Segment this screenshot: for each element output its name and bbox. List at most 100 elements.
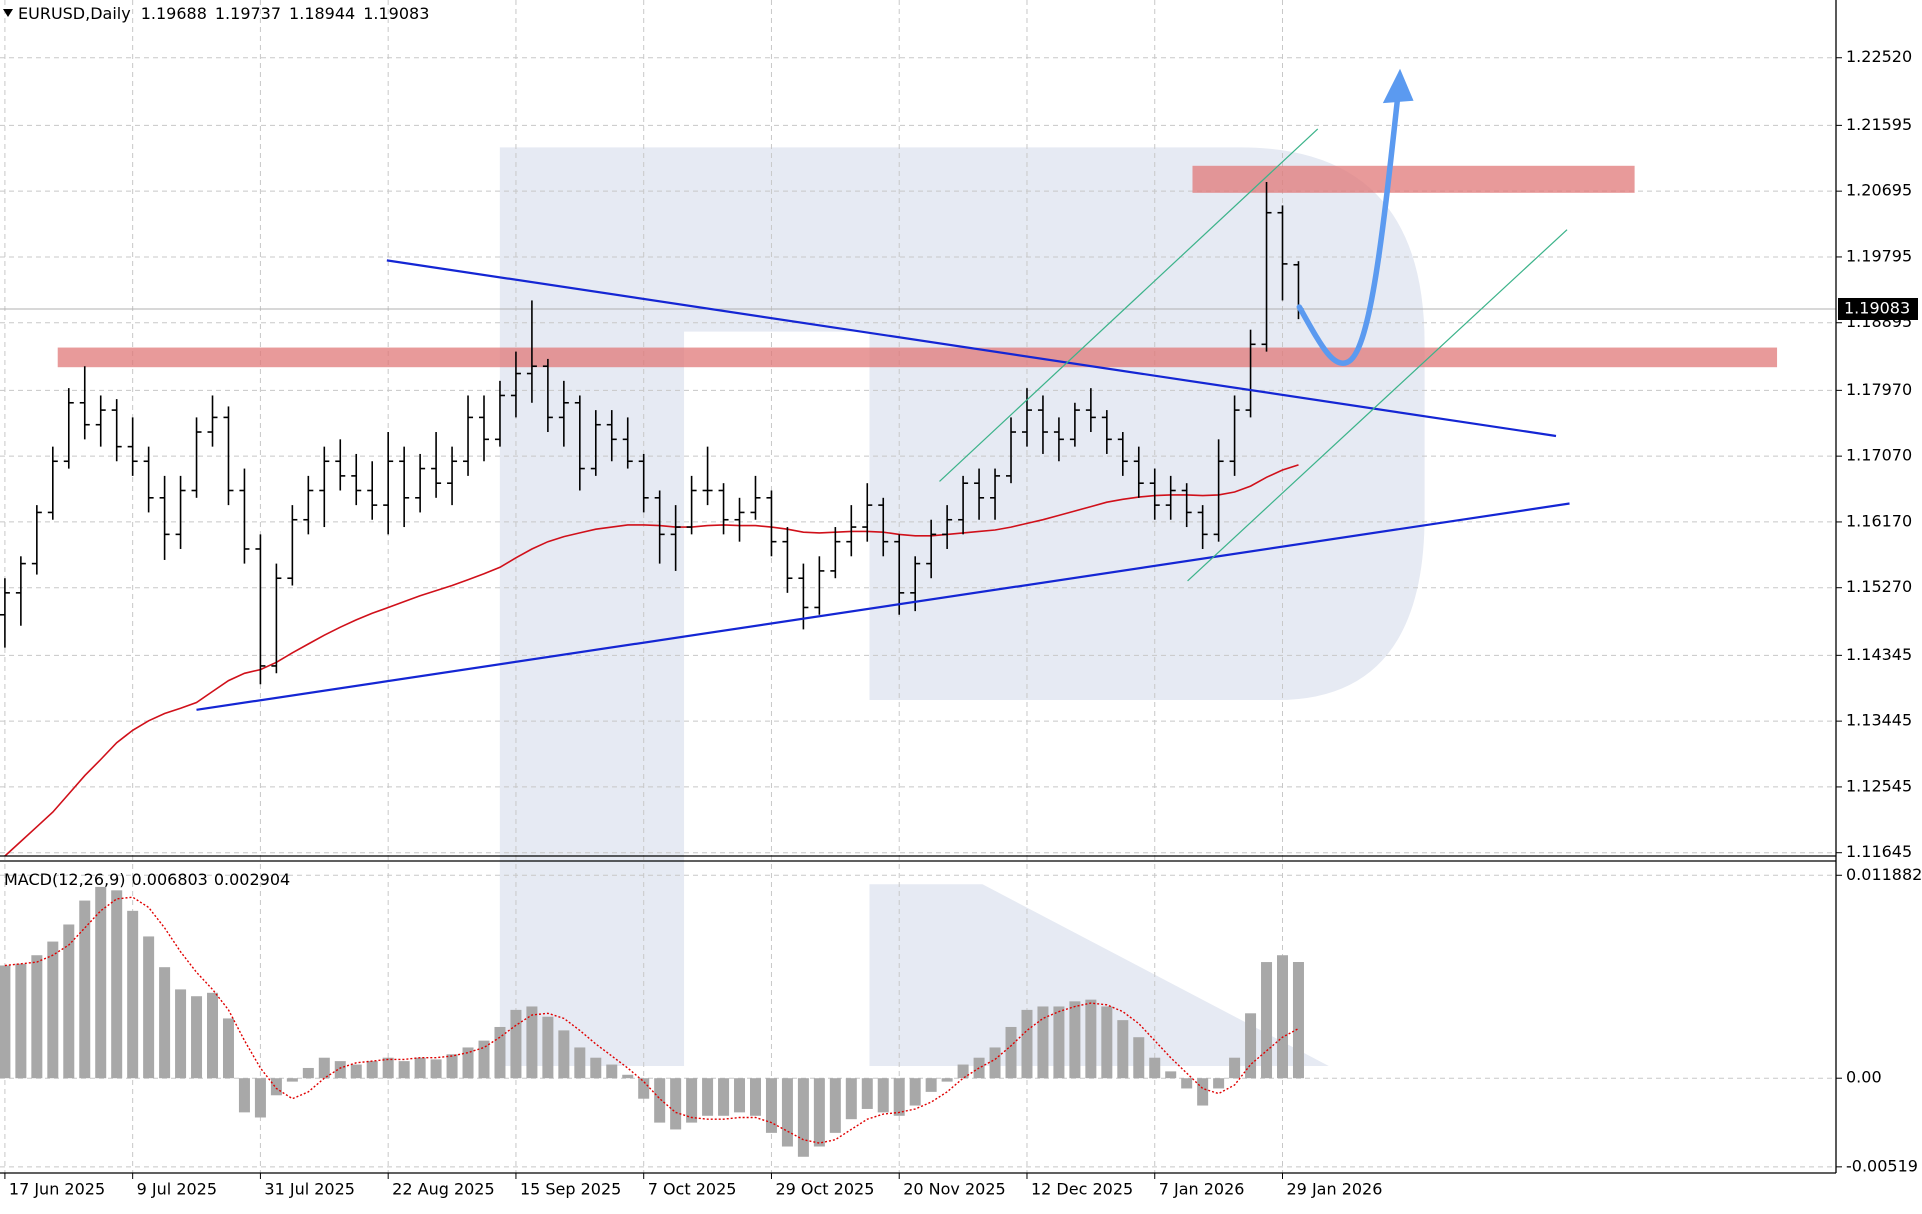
x-tick-label: 7 Oct 2025 [648,1180,737,1199]
macd-bar [318,1057,330,1079]
macd-bar [191,996,203,1079]
macd-bar [654,1078,666,1123]
macd-bar [925,1078,937,1092]
support-zone [57,347,1778,368]
indicator-title: MACD(12,26,9) [4,870,126,889]
signal-line [4,896,1299,1144]
macd-bar [350,1064,362,1079]
macd-bar [941,1078,953,1082]
annotations [196,68,1570,711]
macd-bar [0,965,11,1079]
macd-bar [1261,962,1273,1079]
macd-bar [686,1078,698,1123]
macd-bar [909,1078,921,1106]
macd-bar [1149,1057,1161,1079]
macd-bar [286,1078,298,1082]
macd-bar [558,1030,570,1079]
macd-bar [829,1078,841,1133]
macd-bar [79,900,91,1079]
macd-bar [893,1078,905,1116]
macd-bar [334,1061,346,1079]
grid [0,0,1836,1173]
dropdown-icon[interactable] [3,9,13,17]
macd-bar [1021,1009,1033,1079]
macd-bar [718,1078,730,1116]
macd-value: 0.006803 [132,870,208,889]
close-value: 1.19083 [363,4,429,23]
y-tick-label: 1.19795 [1846,246,1912,265]
arrow-head [1382,68,1414,104]
x-tick-label: 17 Jun 2025 [9,1180,105,1199]
signal-value: 0.002904 [214,870,290,889]
trend-line [386,259,1557,438]
macd-bar [1245,1013,1257,1079]
y-tick-label: 0.011882 [1846,865,1922,884]
macd-bar [1229,1057,1241,1079]
moving-average [4,464,1299,857]
current-price-box [1838,297,1918,320]
x-tick-label: 12 Dec 2025 [1031,1180,1133,1199]
macd-bar [861,1078,873,1109]
macd-bar [542,1016,554,1079]
marks [0,182,1304,1157]
macd-bar [446,1054,458,1079]
macd-bar [797,1078,809,1157]
x-tick-label: 15 Sep 2025 [520,1180,621,1199]
macd-bar [302,1067,314,1079]
x-tick-label: 20 Nov 2025 [903,1180,1005,1199]
x-tick-label: 29 Oct 2025 [775,1180,874,1199]
frame [0,0,1837,1174]
macd-bar [382,1057,394,1079]
macd-bar [957,1064,969,1079]
macd-bar [143,936,155,1079]
macd-bar [238,1078,250,1113]
macd-bar [207,992,219,1079]
macd-bar [478,1040,490,1079]
macd-bar [989,1047,1001,1079]
macd-bar [1069,1001,1081,1079]
channel-line [939,128,1319,482]
macd-bar [1133,1037,1145,1079]
macd-bar [1197,1078,1209,1106]
x-tick-label: 7 Jan 2026 [1159,1180,1245,1199]
macd-bar [270,1078,282,1096]
macd-bar [765,1078,777,1133]
macd-bar [414,1057,426,1079]
macd-bar [1117,1020,1129,1079]
macd-bar [1165,1071,1177,1079]
macd-bar [877,1078,889,1113]
macd-bar [127,910,139,1079]
macd-bar [1005,1026,1017,1079]
macd-bar [430,1059,442,1079]
watermark-shape [869,884,1329,1066]
y-tick-label: 1.22520 [1846,47,1912,66]
watermark [499,147,1425,1066]
macd-bar [702,1078,714,1116]
x-tick-label: 31 Jul 2025 [264,1180,355,1199]
macd-bar [1037,1006,1049,1079]
macd-bar [462,1047,474,1079]
symbol: EURUSD,Daily [18,4,131,23]
macd-bar [175,989,187,1079]
macd-bar [95,886,107,1079]
y-tick-label: 1.13445 [1846,711,1912,730]
trend-line [196,502,1570,711]
macd-bar [1101,1006,1113,1079]
y-tick-label: -0.00519 [1846,1156,1918,1175]
macd-bar [1181,1078,1193,1089]
macd-bar [15,963,27,1079]
indicator-header: MACD(12,26,9) 0.006803 0.002904 [4,870,290,889]
macd-bar [111,890,123,1079]
macd-bar [31,955,43,1079]
macd-bar [1053,1006,1065,1079]
y-tick-label: 1.17970 [1846,380,1912,399]
macd-bar [1085,999,1097,1079]
y-tick-label: 1.14345 [1846,645,1912,664]
macd-bar [63,924,75,1079]
current-price-label: 1.19083 [1844,298,1910,317]
macd-bar [734,1078,746,1113]
y-tick-label: 1.21595 [1846,115,1912,134]
macd-bar [813,1078,825,1147]
macd-bar [1292,962,1304,1079]
